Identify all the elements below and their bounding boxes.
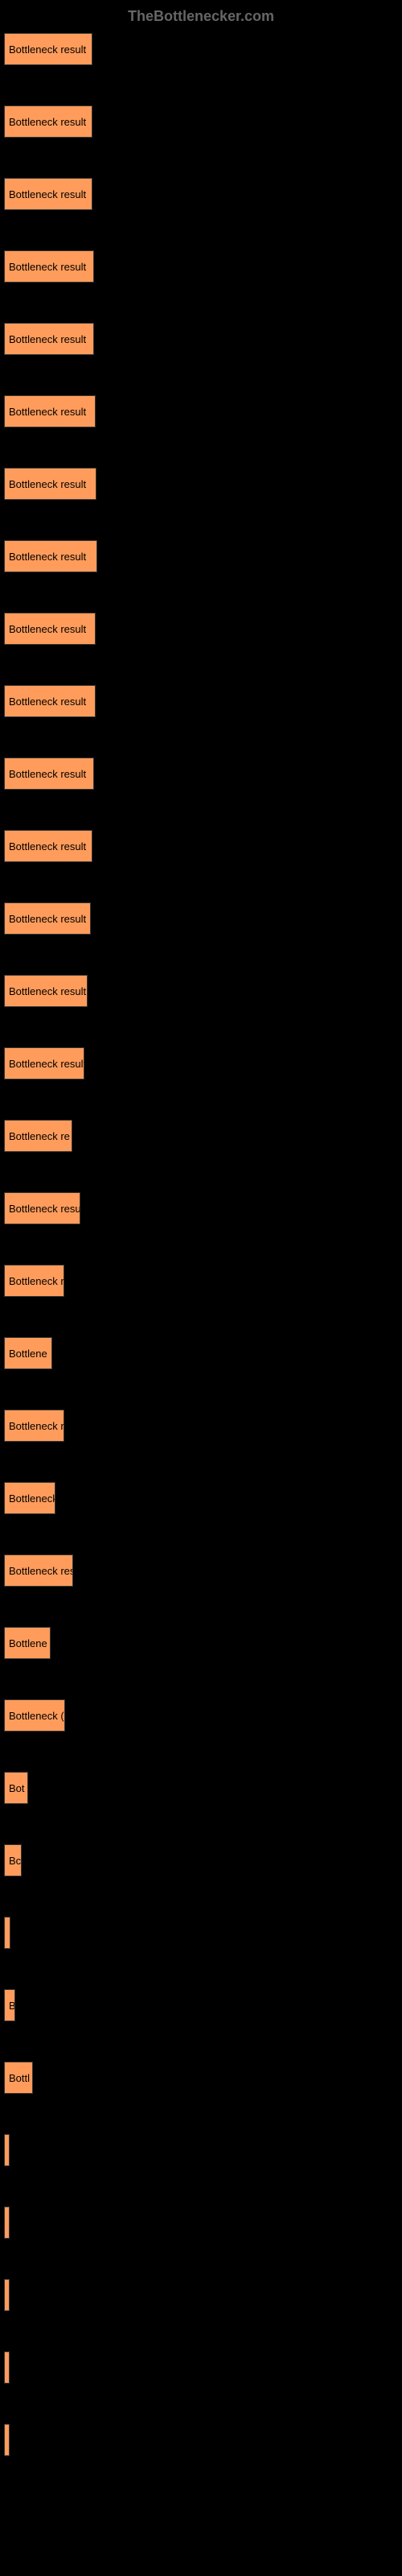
bar: Bottleneck result [4,33,92,65]
bar-row [4,2351,398,2400]
bar-label: Bottleneck res [9,1565,73,1577]
bar-row [4,2424,398,2472]
bar-row: Bottleneck r [4,1265,398,1313]
bar: Bottleneck ( [4,1699,65,1732]
header: TheBottlenecker.com [0,0,402,33]
bar: Bottleneck result [4,395,96,427]
bar: Bottleneck result [4,975,88,1007]
bar: Bottleneck result [4,468,96,500]
bar-row: Bottleneck result [4,105,398,154]
bar: Bottlene [4,1627,51,1659]
bar-label: Bottleneck result [9,1058,84,1070]
bar [4,2134,10,2166]
bar [4,1917,10,1949]
bar: Bottleneck result [4,613,96,645]
bar: Bottleneck result [4,685,96,717]
bar-label: Bottlene [9,1637,47,1649]
bar-row: Bot [4,1772,398,1820]
bar-row: Bottleneck re [4,1120,398,1168]
bar-row: Bottleneck result [4,830,398,878]
bar-row: Bottleneck result [4,323,398,371]
bar-label: Bottleneck r [9,1275,64,1287]
bar-label: Bottleneck result [9,1203,80,1215]
bar-row: Bottleneck r [4,1410,398,1458]
bar-row: Bc [4,1844,398,1893]
bar-row: Bottl [4,2062,398,2110]
bar-row [4,2207,398,2255]
site-title: TheBottlenecker.com [128,8,274,24]
bar: Bottleneck result [4,250,94,283]
bar: Bottleneck [4,1482,55,1514]
bar-row: Bottleneck result [4,33,398,81]
bar: Bottleneck r [4,1265,64,1297]
bar: Bottleneck result [4,1047,84,1080]
bar-row: Bottleneck result [4,975,398,1023]
bar-label: Bottleneck result [9,623,86,635]
bar-label: Bottleneck result [9,261,86,273]
bar-row: Bottleneck result [4,1192,398,1241]
bar: Bottleneck result [4,830,92,862]
bar [4,2351,10,2384]
bar-label: Bottleneck result [9,333,86,345]
bar-label: Bottleneck r [9,1420,64,1432]
bar-label: Bottleneck result [9,406,86,418]
bar [4,2424,10,2456]
bar-row: Bottleneck result [4,178,398,226]
bar-label: Bottleneck result [9,985,86,997]
bar-row [4,2134,398,2182]
bar-row: Bottleneck result [4,685,398,733]
bar: Bottleneck result [4,178,92,210]
bar-row: Bottleneck result [4,902,398,951]
bar-label: Bottleneck result [9,43,86,56]
bar-label: Bottleneck result [9,696,86,708]
bar-label: Bottleneck result [9,768,86,780]
bar: Bottleneck result [4,1192,80,1224]
bar-row [4,2279,398,2327]
bar-row: Bottleneck ( [4,1699,398,1748]
bar-label: Bottleneck result [9,116,86,128]
bar: Bottleneck result [4,758,94,790]
bar-label: Bot [9,1782,25,1794]
bar: Bottleneck res [4,1554,73,1587]
bar-row: Bottleneck result [4,758,398,806]
bar-label: Bc [9,1855,21,1867]
bar-chart: Bottleneck result Bottleneck result Bottle… [0,33,402,2472]
bar-row: Bottleneck result [4,613,398,661]
bar-label: Bottlene [9,1348,47,1360]
bar-label: Bottleneck [9,1492,55,1505]
bar: Bottleneck r [4,1410,64,1442]
bar-row: Bottleneck result [4,250,398,299]
bar: Bottleneck result [4,902,91,935]
bar-row [4,1917,398,1965]
bar-row: Bottleneck result [4,540,398,588]
bar-label: Bottleneck result [9,551,86,563]
bar-label: Bottleneck result [9,840,86,852]
bar: Bottleneck result [4,323,94,355]
bar [4,2207,10,2239]
bar-row: B [4,1989,398,2037]
bar: Bot [4,1772,28,1804]
bar: Bc [4,1844,22,1876]
bar-row: Bottleneck result [4,468,398,516]
bar: B [4,1989,15,2021]
bar-label: Bottleneck result [9,478,86,490]
bar-row: Bottleneck result [4,395,398,444]
bar [4,2279,10,2311]
bar: Bottleneck result [4,105,92,138]
bar-label: Bottl [9,2072,30,2084]
bar-label: B [9,2000,15,2012]
bar-label: Bottleneck result [9,913,86,925]
bar-label: Bottleneck result [9,188,86,200]
bar-label: Bottleneck re [9,1130,70,1142]
bar: Bottlene [4,1337,52,1369]
bar-label: Bottleneck ( [9,1710,64,1722]
bar-row: Bottlene [4,1337,398,1385]
bar: Bottleneck result [4,540,97,572]
bar-row: Bottleneck [4,1482,398,1530]
bar-row: Bottleneck result [4,1047,398,1096]
bar-row: Bottlene [4,1627,398,1675]
bar-row: Bottleneck res [4,1554,398,1603]
bar: Bottl [4,2062,33,2094]
bar: Bottleneck re [4,1120,72,1152]
